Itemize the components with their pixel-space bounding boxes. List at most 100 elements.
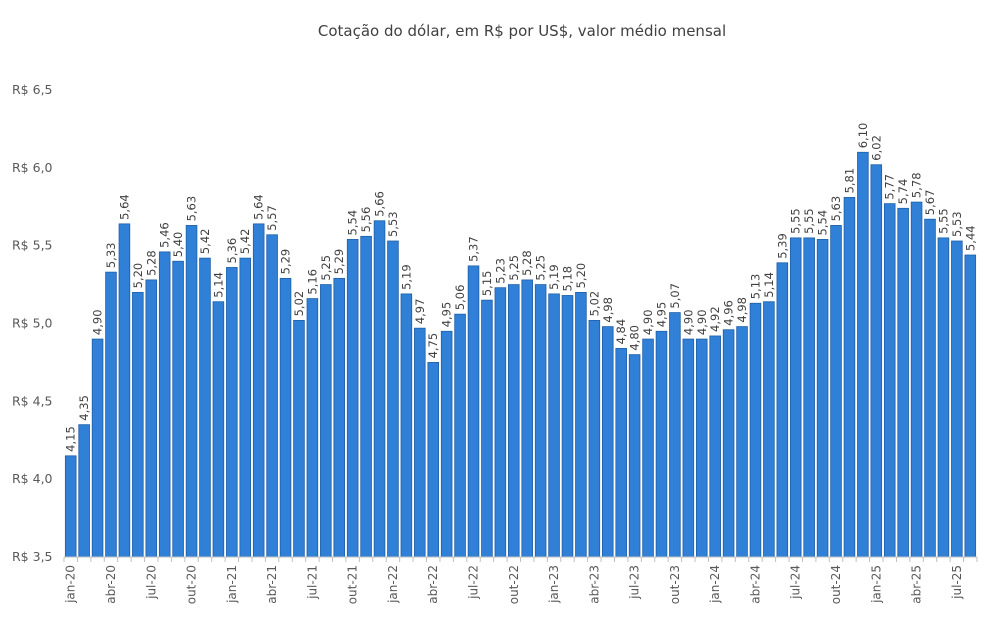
- data-label: 5,36: [225, 238, 239, 264]
- x-tick-label: out-24: [829, 565, 843, 604]
- data-label: 5,23: [493, 258, 507, 284]
- bar-mar-20: [91, 338, 104, 558]
- data-label: 5,25: [319, 255, 333, 281]
- bar-mar-22: [414, 327, 426, 558]
- data-label: 5,06: [453, 285, 467, 311]
- bar-ago-23: [642, 338, 654, 558]
- bar-ago-20: [158, 251, 171, 558]
- data-label: 5,67: [923, 190, 937, 216]
- data-label: 4,90: [695, 309, 709, 335]
- data-label: 5,20: [131, 263, 145, 289]
- bar-out-22: [508, 284, 520, 558]
- data-label: 4,98: [601, 297, 615, 323]
- bar-fev-25: [883, 203, 896, 558]
- bar-dez-20: [212, 301, 225, 558]
- data-label: 5,33: [104, 243, 118, 269]
- bar-set-21: [333, 277, 346, 558]
- data-label: 5,63: [185, 196, 199, 222]
- bar-set-22: [494, 287, 507, 558]
- bar-abr-25: [910, 201, 923, 558]
- data-label: 5,46: [158, 222, 172, 248]
- data-label: 5,29: [332, 249, 346, 275]
- bar-dez-23: [695, 338, 708, 558]
- y-tick-label: R$ 5,0: [12, 316, 53, 331]
- data-label: 5,40: [171, 232, 185, 258]
- data-label: 5,25: [534, 255, 548, 281]
- bar-mar-25: [897, 207, 909, 558]
- data-label: 4,98: [735, 297, 749, 323]
- x-tick-label: jan-21: [225, 565, 239, 604]
- bar-mai-25: [924, 218, 936, 558]
- data-label: 5,39: [775, 233, 789, 259]
- bar-nov-24: [843, 197, 856, 558]
- bar-mai-20: [118, 223, 131, 558]
- bar-mai-21: [279, 277, 292, 558]
- y-tick-label: R$ 4,0: [12, 471, 53, 486]
- x-tick-label: jan-20: [64, 565, 78, 604]
- data-label: 4,84: [614, 319, 628, 345]
- data-label: 5,66: [373, 191, 387, 217]
- data-label: 4,92: [708, 306, 722, 332]
- x-tick-label: jan-23: [547, 565, 561, 604]
- data-label: 5,55: [789, 208, 803, 234]
- y-tick-label: R$ 4,5: [12, 393, 53, 408]
- data-label: 4,75: [426, 333, 440, 359]
- bar-dez-22: [534, 284, 547, 558]
- data-label: 5,53: [950, 211, 964, 237]
- data-label: 4,80: [628, 325, 642, 351]
- bar-out-24: [830, 225, 842, 558]
- x-tick-label: out-23: [668, 565, 682, 604]
- data-labels: 4,154,354,905,335,645,20 5,285,46 5,405,63…: [64, 123, 978, 452]
- y-tick-label: R$ 6,0: [12, 160, 53, 175]
- x-tick-label: abr-23: [587, 565, 601, 604]
- bar-set-24: [816, 239, 829, 558]
- data-label: 5,16: [305, 269, 319, 295]
- data-label: 5,64: [252, 194, 266, 220]
- bar-jun-22: [454, 313, 466, 558]
- x-tick-label: jan-22: [386, 565, 400, 604]
- bar-mar-21: [252, 223, 265, 558]
- data-label: 4,90: [91, 309, 105, 335]
- bar-ago-22: [481, 299, 493, 558]
- data-label: 5,28: [144, 250, 158, 276]
- bar-jun-21: [293, 319, 305, 558]
- bar-nov-23: [682, 338, 695, 558]
- bar-ago-21: [320, 284, 332, 558]
- bar-jul-21: [306, 298, 319, 558]
- bar-ago-24: [803, 237, 815, 558]
- chart-title: Cotação do dólar, em R$ por US$, valor m…: [317, 22, 727, 40]
- data-label: 5,13: [748, 274, 762, 300]
- x-tick-marks: [63, 557, 978, 562]
- bar-abr-20: [105, 271, 117, 558]
- data-label: 5,77: [883, 174, 897, 200]
- x-tick-label: out-22: [507, 565, 521, 604]
- bar-out-21: [346, 239, 359, 558]
- bar-fev-21: [239, 257, 252, 558]
- bar-abr-24: [749, 302, 762, 558]
- data-label: 5,15: [480, 271, 494, 297]
- y-tick-label: R$ 5,5: [12, 238, 53, 253]
- data-label: 5,14: [762, 272, 776, 298]
- x-tick-label: jul-21: [305, 565, 319, 600]
- x-tick-label: abr-25: [910, 565, 924, 604]
- bar-jun-24: [776, 262, 789, 558]
- bar-fev-22: [400, 293, 413, 558]
- data-label: 5,02: [292, 291, 306, 317]
- data-label: 5,28: [520, 250, 534, 276]
- bar-jul-23: [628, 354, 641, 558]
- y-tick-label: R$ 6,5: [12, 82, 53, 97]
- bar-jan-24: [709, 335, 721, 558]
- bar-ago-25: [964, 254, 977, 558]
- y-axis-labels: R$ 3,5 R$ 4,0 R$ 4,5 R$ 5,0 R$ 5,5 R$ 6,0 R$ 6…: [12, 82, 53, 564]
- x-tick-label: jul-25: [950, 565, 964, 600]
- bar-set-23: [655, 330, 668, 558]
- x-tick-label: abr-21: [265, 565, 279, 604]
- bar-jan-23: [548, 293, 560, 558]
- bar-fev-23: [561, 295, 574, 558]
- bar-jan-25: [870, 164, 883, 558]
- data-label: 5,55: [936, 208, 950, 234]
- x-tick-label: out-21: [346, 565, 360, 604]
- data-label: 4,90: [681, 309, 695, 335]
- data-label: 4,15: [64, 426, 78, 452]
